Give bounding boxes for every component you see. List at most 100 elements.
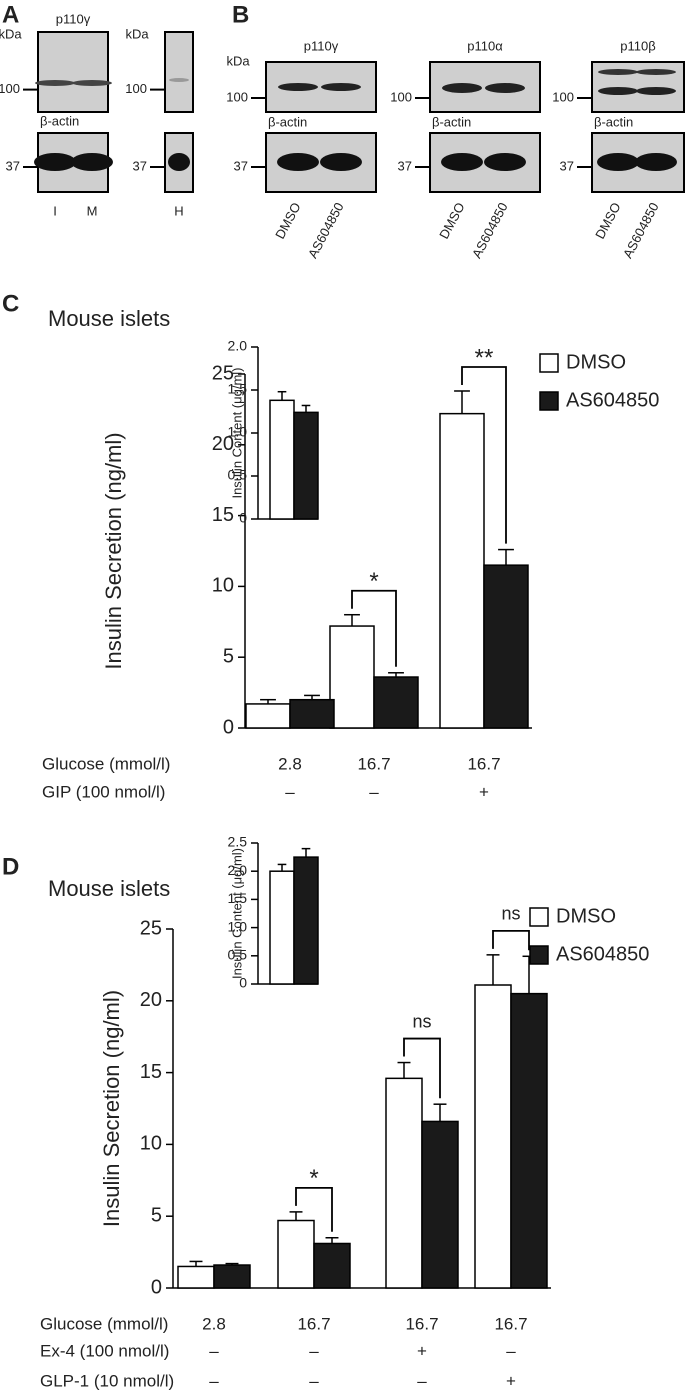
y-tick-label: 0 — [151, 1276, 162, 1298]
bar — [269, 399, 295, 520]
panel-letter: B — [232, 1, 249, 28]
y-tick-label: 5 — [151, 1204, 162, 1226]
y-tick-label: 10 — [212, 575, 234, 597]
bar — [483, 564, 529, 729]
loading-label: β-actin — [594, 114, 633, 129]
bar — [277, 1219, 315, 1289]
protein-label: p110β — [620, 38, 655, 53]
y-tick-label: 25 — [140, 917, 162, 939]
bar — [177, 1265, 215, 1289]
bar — [510, 992, 548, 1289]
marker-label: 37 — [398, 158, 412, 173]
significance-bracket — [461, 366, 507, 544]
row-value: – — [369, 782, 379, 801]
significance-bracket — [492, 929, 530, 951]
panel-letter: A — [2, 1, 19, 28]
blot-top — [591, 61, 685, 113]
x-tick-label: 16.7 — [357, 754, 390, 773]
significance-label: ** — [475, 344, 494, 371]
bar — [293, 411, 319, 520]
row-value: + — [506, 1371, 516, 1390]
y-axis-label: Insulin Secretion (ng/ml) — [99, 990, 124, 1227]
y-tick-label: 0 — [239, 510, 247, 526]
row-value: – — [417, 1371, 427, 1390]
y-tick-label: 15 — [212, 504, 234, 526]
bar — [269, 870, 295, 985]
x-tick-label: 16.7 — [405, 1314, 438, 1333]
row-label: Glucose (mmol/l) — [42, 754, 170, 773]
row-label: Ex-4 (100 nmol/l) — [40, 1341, 169, 1360]
loading-label: β-actin — [268, 114, 307, 129]
row-value: – — [506, 1341, 516, 1360]
x-tick-label: 16.7 — [297, 1314, 330, 1333]
panel-letter: D — [2, 853, 19, 880]
bar — [373, 676, 419, 729]
y-axis-label: Insulin Content (μg/ml) — [229, 848, 244, 979]
row-value: – — [309, 1371, 319, 1390]
y-tick-label: 2.0 — [228, 862, 248, 878]
band — [277, 153, 319, 171]
y-tick-label: 20 — [140, 989, 162, 1011]
row-value: + — [479, 782, 489, 801]
marker-label: 100 — [390, 89, 412, 104]
chart-title: Mouse islets — [48, 876, 170, 901]
lane-label: H — [174, 203, 183, 218]
row-label: GLP-1 (10 nmol/l) — [40, 1371, 174, 1390]
marker-label: 100 — [0, 81, 20, 96]
y-tick-label: 1.5 — [228, 890, 248, 906]
y-tick-label: 10 — [140, 1133, 162, 1155]
band — [278, 83, 318, 91]
legend-label: AS604850 — [556, 943, 649, 965]
significance-bracket — [295, 1186, 333, 1232]
legend-swatch — [529, 945, 549, 965]
y-tick-label: 25 — [212, 362, 234, 384]
bar — [213, 1264, 251, 1289]
protein-label: p110α — [467, 38, 503, 53]
band — [34, 153, 76, 171]
y-tick-label: 1.0 — [228, 424, 248, 440]
y-tick-label: 0.5 — [228, 467, 248, 483]
x-tick-label: 16.7 — [494, 1314, 527, 1333]
row-value: – — [209, 1341, 219, 1360]
loading-label: β-actin — [40, 113, 79, 128]
bar — [474, 984, 512, 1289]
significance-label: ns — [412, 1011, 431, 1031]
band — [442, 83, 482, 93]
row-label: GIP (100 nmol/l) — [42, 782, 165, 801]
y-tick-label: 5 — [223, 645, 234, 667]
significance-label: * — [369, 568, 378, 595]
y-tick-label: 20 — [212, 433, 234, 455]
legend-label: AS604850 — [566, 389, 659, 411]
bar — [289, 698, 335, 729]
row-value: – — [209, 1371, 219, 1390]
band — [598, 69, 638, 75]
band — [597, 153, 639, 171]
protein-label: p110γ — [56, 11, 91, 26]
band — [72, 80, 112, 86]
protein-label: p110γ — [304, 38, 339, 53]
marker-label: 37 — [234, 158, 248, 173]
band — [169, 78, 189, 82]
y-tick-label: 0 — [239, 975, 247, 991]
lane-label: M — [87, 203, 98, 218]
marker-label: 100 — [125, 81, 147, 96]
panel-letter: C — [2, 290, 19, 317]
y-tick-label: 1.5 — [228, 381, 248, 397]
marker-label: 100 — [226, 89, 248, 104]
band — [485, 83, 525, 93]
significance-label: ns — [501, 904, 520, 924]
bar — [313, 1242, 351, 1289]
y-tick-label: 0.5 — [228, 947, 248, 963]
legend-swatch — [529, 907, 549, 927]
chart-title: Mouse islets — [48, 306, 170, 331]
bar — [439, 412, 485, 729]
band — [321, 83, 361, 91]
marker-label: 37 — [6, 158, 20, 173]
band — [320, 153, 362, 171]
band — [636, 69, 676, 75]
y-tick-label: 0 — [223, 716, 234, 738]
y-tick-label: 2.5 — [228, 834, 248, 850]
band — [168, 153, 190, 171]
kda-label: kDa — [125, 26, 149, 41]
